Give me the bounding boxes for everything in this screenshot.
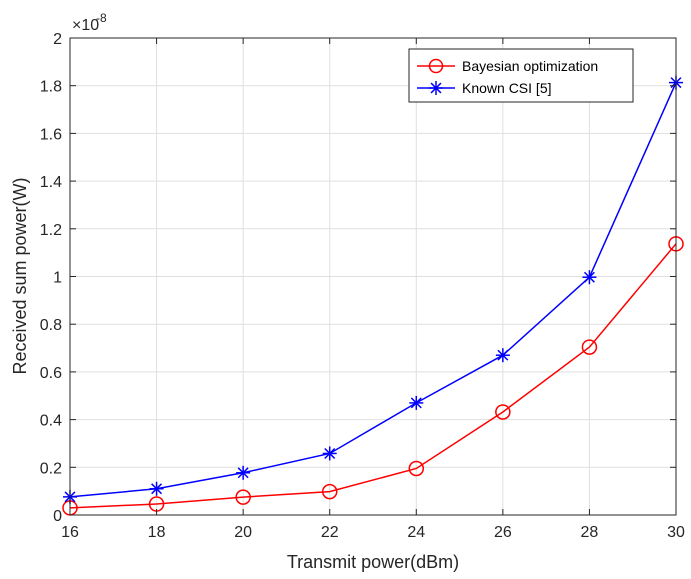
x-tick-label: 18	[148, 524, 166, 541]
y-axis-title: Received sum power(W)	[10, 177, 30, 374]
legend-asterisk-glyph	[429, 81, 443, 95]
legend-marker-bayesian	[428, 58, 444, 74]
y-tick-label: 0.6	[40, 365, 62, 382]
y-tick-label: 0.8	[40, 317, 62, 334]
y-exponent-power: -8	[96, 11, 107, 25]
data-point-bayesian-optimization	[495, 404, 511, 420]
legend-box	[408, 48, 634, 103]
y-exponent-base: ×10	[72, 17, 99, 34]
y-tick-label: 1.6	[40, 126, 62, 143]
y-tick-label: 1.2	[40, 222, 62, 239]
legend-label-known-csi: Known CSI [5]	[462, 80, 552, 96]
data-point-known-csi-5	[582, 270, 597, 285]
x-tick-label: 16	[61, 524, 79, 541]
legend: Bayesian optimization Known CSI [5]	[408, 48, 634, 103]
x-tick-label: 20	[234, 524, 252, 541]
x-tick-label: 30	[667, 524, 685, 541]
y-tick-label: 1.8	[40, 79, 62, 96]
x-tick-label: 22	[321, 524, 339, 541]
x-tick-label: 28	[581, 524, 599, 541]
data-point-known-csi-5	[322, 446, 337, 461]
data-point-bayesian-optimization	[235, 489, 251, 505]
series-layer	[62, 75, 684, 516]
y-tick-label: 1.4	[40, 174, 62, 191]
data-point-known-csi-5	[409, 395, 424, 410]
data-point-known-csi-5	[149, 481, 164, 496]
series-line-bayesian-optimization	[69, 243, 677, 509]
data-point-known-csi-5	[236, 465, 251, 480]
y-tick-label: 1	[53, 270, 62, 287]
axis-ticks: 16 18 20 22 24 26 28 30 0 0.2 0.4 0.6 0.8 1 1.2 1.4 1.6 1…	[40, 31, 685, 541]
x-tick-label: 26	[494, 524, 512, 541]
series-line-known-csi-5	[69, 82, 677, 498]
legend-label-bayesian: Bayesian optimization	[462, 58, 598, 74]
data-point-bayesian-optimization	[321, 483, 338, 500]
y-tick-label: 0.4	[40, 413, 62, 430]
y-tick-label: 2	[53, 31, 62, 48]
data-point-bayesian-optimization	[581, 339, 598, 355]
y-tick-label: 0.2	[40, 460, 62, 477]
x-axis-title: Transmit power(dBm)	[287, 552, 459, 572]
data-point-bayesian-optimization	[408, 460, 425, 477]
y-tick-label: 0	[53, 508, 62, 525]
legend-marker-known-csi	[429, 81, 443, 95]
data-point-known-csi-5	[495, 348, 510, 363]
x-tick-label: 24	[407, 524, 425, 541]
